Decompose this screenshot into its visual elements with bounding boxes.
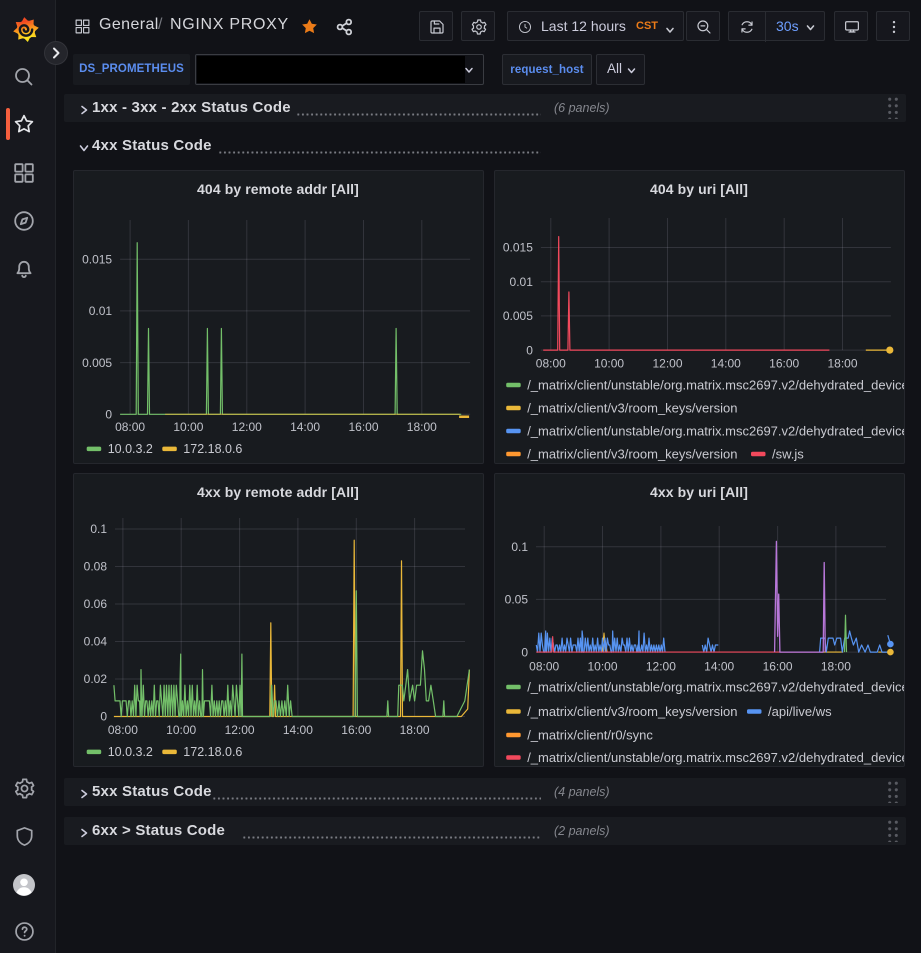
svg-text:10:00: 10:00 [594,357,624,371]
svg-text:18:00: 18:00 [820,660,850,674]
svg-text:16:00: 16:00 [762,660,792,674]
svg-text:18:00: 18:00 [406,420,436,434]
svg-text:0.015: 0.015 [82,252,112,266]
svg-text:0.08: 0.08 [83,560,107,574]
svg-text:14:00: 14:00 [290,420,320,434]
svg-text:0.05: 0.05 [504,593,528,607]
svg-text:/_matrix/client/v3/room_keys/v: /_matrix/client/v3/room_keys/version [527,704,737,719]
svg-text:10:00: 10:00 [587,660,617,674]
svg-text:14:00: 14:00 [282,723,312,737]
svg-text:16:00: 16:00 [769,357,799,371]
svg-text:/_matrix/client/v3/room_keys/v: /_matrix/client/v3/room_keys/version [527,446,737,461]
svg-text:08:00: 08:00 [535,357,565,371]
svg-text:/_matrix/client/unstable/org.m: /_matrix/client/unstable/org.matrix.msc2… [527,750,904,765]
svg-text:0.1: 0.1 [511,540,528,554]
svg-text:0.005: 0.005 [82,356,112,370]
svg-text:172.18.0.6: 172.18.0.6 [183,745,242,759]
svg-text:0: 0 [526,343,533,357]
svg-text:12:00: 12:00 [652,357,682,371]
svg-text:12:00: 12:00 [224,723,254,737]
svg-text:0.01: 0.01 [88,304,112,318]
svg-text:0.02: 0.02 [83,672,107,686]
svg-text:/_matrix/client/v3/room_keys/v: /_matrix/client/v3/room_keys/version [527,400,737,415]
svg-text:08:00: 08:00 [529,660,559,674]
svg-text:0.1: 0.1 [90,522,107,536]
svg-text:18:00: 18:00 [399,723,429,737]
svg-text:0.015: 0.015 [502,241,532,255]
svg-text:0.01: 0.01 [509,275,533,289]
svg-text:10.0.3.2: 10.0.3.2 [107,745,152,759]
svg-text:0.04: 0.04 [83,635,107,649]
svg-text:0: 0 [100,710,107,724]
svg-text:10:00: 10:00 [166,723,196,737]
svg-text:0: 0 [105,408,112,422]
svg-text:14:00: 14:00 [704,660,734,674]
svg-text:10.0.3.2: 10.0.3.2 [107,442,152,456]
svg-text:08:00: 08:00 [107,723,137,737]
svg-text:0.06: 0.06 [83,597,107,611]
svg-text:18:00: 18:00 [827,357,857,371]
svg-text:12:00: 12:00 [231,420,261,434]
svg-text:/_matrix/client/r0/sync: /_matrix/client/r0/sync [527,727,653,742]
svg-text:/_matrix/client/unstable/org.m: /_matrix/client/unstable/org.matrix.msc2… [527,423,904,438]
svg-text:10:00: 10:00 [173,420,203,434]
svg-text:/sw.js: /sw.js [772,446,804,461]
svg-text:0: 0 [521,645,528,659]
svg-text:16:00: 16:00 [348,420,378,434]
svg-text:0.005: 0.005 [502,309,532,323]
svg-text:/_matrix/client/unstable/org.m: /_matrix/client/unstable/org.matrix.msc2… [527,377,904,392]
svg-text:12:00: 12:00 [645,660,675,674]
svg-text:/api/live/ws: /api/live/ws [768,704,832,719]
svg-text:/_matrix/client/unstable/org.m: /_matrix/client/unstable/org.matrix.msc2… [527,679,904,694]
svg-text:16:00: 16:00 [341,723,371,737]
svg-text:14:00: 14:00 [710,357,740,371]
svg-text:172.18.0.6: 172.18.0.6 [183,442,242,456]
svg-text:08:00: 08:00 [115,420,145,434]
